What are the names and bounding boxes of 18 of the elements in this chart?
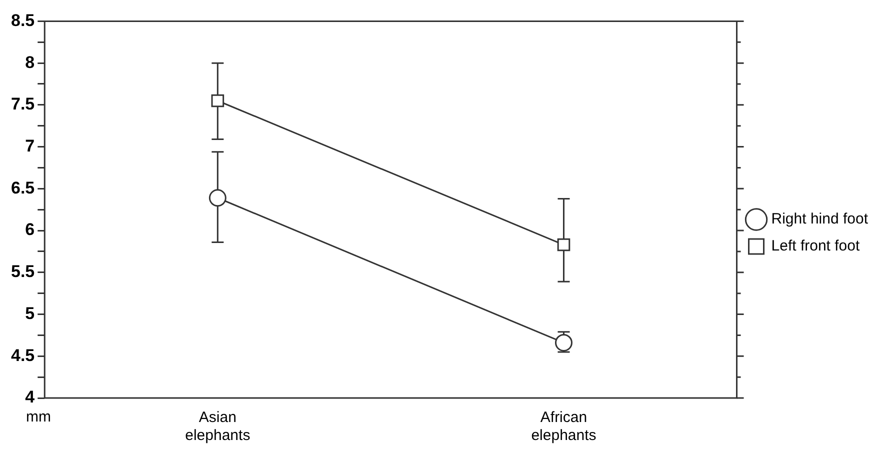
- y-tick-label: 4.5: [10, 346, 35, 365]
- y-tick-label: 8.5: [10, 10, 35, 30]
- y-axis-title: mm: [26, 408, 51, 426]
- y-tick-label: 7.5: [10, 94, 35, 114]
- y-tick-label: 5.5: [10, 262, 35, 282]
- legend-label: Left front foot: [771, 238, 860, 255]
- y-tick-label: 5: [25, 304, 35, 323]
- y-tick-label: 6.5: [10, 178, 35, 198]
- point: [211, 94, 224, 108]
- x-tick-label: Asian elephants: [185, 409, 250, 444]
- legend-label: Right hind foot: [771, 210, 869, 228]
- x-tick-label: African elephants: [531, 409, 596, 444]
- point: [208, 189, 226, 207]
- y-tick-label: 6: [25, 220, 35, 240]
- y-tick-label: 8: [25, 52, 35, 72]
- point: [557, 238, 570, 252]
- y-tick-label: 7: [25, 136, 35, 156]
- y-tick-label: 4: [25, 388, 36, 407]
